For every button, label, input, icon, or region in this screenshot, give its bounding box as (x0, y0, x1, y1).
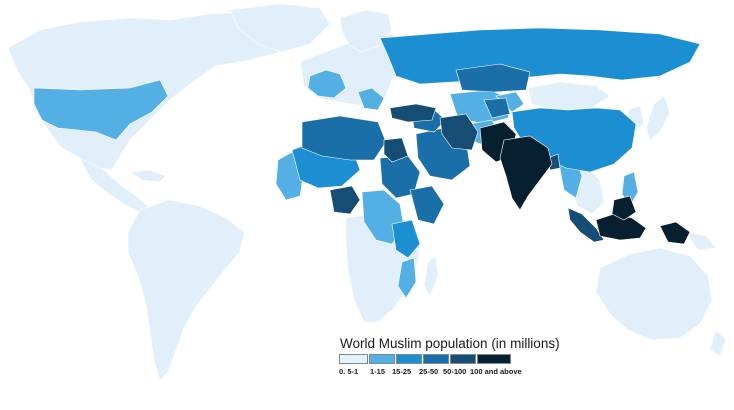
region-borneo (611, 195, 637, 221)
region-ethiopia-somalia (409, 185, 445, 225)
region-central-asia-north (455, 63, 531, 93)
region-uzbekistan (483, 97, 511, 119)
region-madagascar (423, 255, 439, 297)
region-mozambique (397, 257, 417, 299)
region-north-africa (301, 115, 387, 161)
legend-swatch-3 (423, 354, 449, 364)
region-japan (645, 95, 671, 141)
tier-50-100 (329, 103, 605, 243)
region-greenland (229, 3, 331, 53)
region-indonesia-east (659, 221, 691, 245)
region-western-europe (307, 69, 347, 99)
region-india (499, 135, 553, 211)
region-australia (595, 247, 713, 341)
legend-label-5: 100 and above (470, 367, 522, 376)
legend-label-2: 15-25 (392, 367, 412, 376)
legend-label-0: 0. 5-1 (339, 367, 359, 376)
legend-label-1: 1-15 (370, 367, 386, 376)
region-nigeria (329, 185, 361, 215)
legend-swatch-4 (450, 354, 476, 364)
legend-label-4: 50-100 (443, 367, 467, 376)
region-png (685, 231, 717, 251)
region-kenya-tanzania (391, 219, 421, 259)
legend-swatch-2 (396, 354, 422, 364)
region-balkans (357, 87, 385, 111)
region-egypt (383, 137, 409, 163)
region-turkey (389, 103, 437, 123)
legend-swatch-5 (477, 354, 511, 364)
region-russia-east (379, 27, 701, 85)
legend-swatch-0 (339, 354, 368, 364)
legend-bar (339, 354, 512, 364)
region-south-america (127, 199, 245, 381)
region-caribbean (129, 169, 167, 183)
region-indonesia-west (567, 207, 605, 243)
legend-label-3: 25-50 (419, 367, 439, 376)
region-mongolia (527, 81, 611, 111)
region-iran (439, 113, 479, 151)
region-new-zealand (709, 329, 727, 357)
region-scandinavia (339, 9, 393, 53)
tier-100-plus (479, 121, 691, 245)
region-usa (33, 79, 169, 141)
legend-swatch-1 (369, 354, 395, 364)
legend-title: World Muslim population (in millions) (340, 336, 560, 351)
